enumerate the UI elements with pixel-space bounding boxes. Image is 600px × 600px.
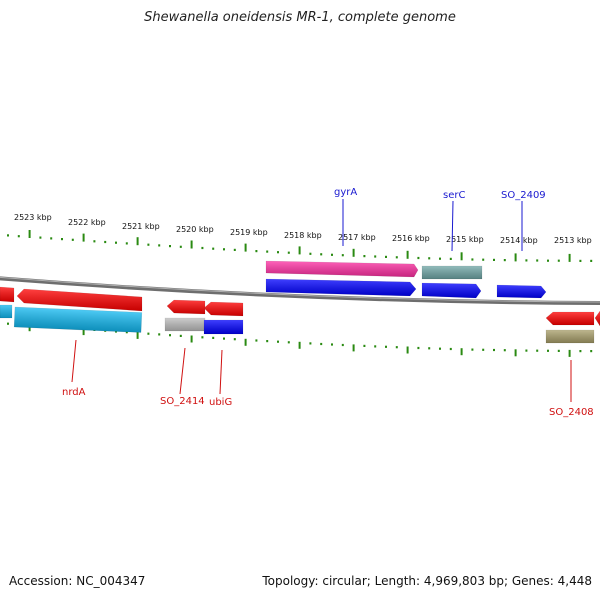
genome-backbone bbox=[0, 276, 600, 305]
gene-shading bbox=[14, 306, 142, 333]
accession-text: Accession: NC_004347 bbox=[9, 574, 146, 588]
genome-stats-text: Topology: circular; Length: 4,969,803 bp… bbox=[262, 574, 592, 588]
gene-shading bbox=[546, 330, 594, 343]
leader-line bbox=[451, 200, 454, 252]
reverse-gene-track bbox=[0, 286, 600, 344]
forward-gene-track bbox=[265, 260, 547, 299]
gene-label-ubiG[interactable]: ubiG bbox=[209, 397, 232, 408]
page-title: Shewanella oneidensis MR-1, complete gen… bbox=[144, 10, 456, 25]
genome-backbone-highlight bbox=[0, 276, 600, 303]
gene-serC[interactable] bbox=[421, 265, 483, 299]
gene-shading bbox=[422, 283, 481, 298]
gene-SO_2409[interactable] bbox=[496, 284, 547, 299]
gene-label-serC[interactable]: serC bbox=[443, 190, 465, 201]
gene-shading bbox=[266, 261, 418, 277]
gene-shading bbox=[17, 289, 142, 311]
gene-SO_2408[interactable] bbox=[545, 310, 600, 344]
kbp-label: 2522 kbp bbox=[68, 218, 106, 227]
leader-line bbox=[219, 349, 223, 395]
gene-ubiG[interactable] bbox=[203, 301, 244, 335]
gene-label-SO_2409[interactable]: SO_2409 bbox=[501, 190, 546, 201]
leader-line bbox=[71, 339, 77, 383]
kbp-scale-labels: 2523 kbp 2522 kbp 2521 kbp 2520 kbp 2519… bbox=[14, 213, 592, 245]
gene-label-SO_2408[interactable]: SO_2408 bbox=[549, 407, 594, 418]
gene-shading bbox=[595, 311, 600, 326]
gene-nrdA[interactable] bbox=[13, 288, 143, 333]
gene-shading bbox=[546, 312, 594, 325]
gene-shading bbox=[497, 285, 546, 298]
kbp-label: 2516 kbp bbox=[392, 234, 430, 243]
gene-shading bbox=[204, 320, 243, 334]
kbp-label: 2517 kbp bbox=[338, 233, 376, 242]
gene-label-gyrA[interactable]: gyrA bbox=[334, 187, 357, 198]
gene-shading bbox=[0, 305, 12, 318]
kbp-label: 2521 kbp bbox=[122, 222, 160, 231]
gene-label-nrdA[interactable]: nrdA bbox=[62, 387, 86, 398]
top-gene-labels: gyrA serC SO_2409 bbox=[334, 187, 546, 252]
kbp-label: 2514 kbp bbox=[500, 236, 538, 245]
leader-line bbox=[179, 347, 186, 395]
gene-shading bbox=[266, 279, 416, 296]
upper-tick-track bbox=[7, 230, 593, 262]
kbp-label: 2513 kbp bbox=[554, 236, 592, 245]
gene-shading bbox=[167, 300, 205, 314]
kbp-label: 2518 kbp bbox=[284, 231, 322, 240]
gene-label-SO_2414[interactable]: SO_2414 bbox=[160, 396, 205, 407]
gene-shading bbox=[165, 318, 205, 331]
gene-shading bbox=[204, 302, 243, 316]
gene-shading bbox=[422, 266, 482, 279]
gene-gyrA[interactable] bbox=[265, 260, 419, 297]
kbp-label: 2523 kbp bbox=[14, 213, 52, 222]
gene-SO_2414[interactable] bbox=[164, 299, 206, 332]
kbp-label: 2520 kbp bbox=[176, 225, 214, 234]
gene-shading bbox=[0, 287, 14, 302]
kbp-label: 2519 kbp bbox=[230, 228, 268, 237]
gene-nrdA-prev[interactable] bbox=[0, 286, 15, 319]
kbp-label: 2515 kbp bbox=[446, 235, 484, 244]
bottom-gene-labels: nrdA SO_2414 ubiG SO_2408 bbox=[62, 339, 594, 418]
